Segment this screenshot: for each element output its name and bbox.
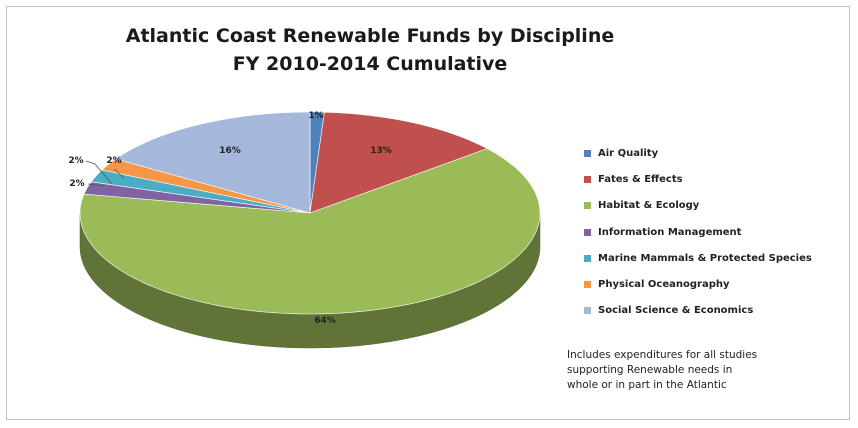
- slice-label-2: 64%: [314, 316, 336, 326]
- slice-label-3: 2%: [69, 179, 84, 189]
- slice-label-4: 2%: [68, 156, 83, 166]
- slice-label-6: 16%: [219, 146, 241, 156]
- legend-swatch: [584, 149, 591, 157]
- legend-item: Air Quality: [584, 140, 844, 166]
- slice-label-1: 13%: [370, 146, 392, 156]
- leader-line-4: [85, 160, 113, 185]
- pie-slice-6: [115, 111, 311, 214]
- legend-label: Air Quality: [598, 147, 659, 159]
- legend-swatch: [584, 175, 591, 183]
- legend-swatch: [584, 281, 591, 289]
- legend-item: Fates & Effects: [584, 166, 844, 192]
- chart-title-line2: FY 2010-2014 Cumulative: [232, 53, 508, 75]
- footnote-line3: whole or in part in the Atlantic: [567, 379, 727, 391]
- legend-swatch: [584, 307, 591, 315]
- legend-label: Physical Oceanography: [598, 279, 730, 291]
- leader-line-5: [113, 168, 125, 179]
- footnote: Includes expenditures for all studies su…: [567, 348, 807, 393]
- legend-swatch: [584, 254, 591, 262]
- footnote-line2: supporting Renewable needs in: [567, 364, 733, 376]
- pie-slice-5: [101, 158, 311, 214]
- leader-line-3: [87, 183, 105, 187]
- legend-item: Social Science & Economics: [584, 298, 844, 324]
- legend-item: Habitat & Ecology: [584, 193, 844, 219]
- legend-label: Marine Mammals & Protected Species: [598, 252, 812, 264]
- chart-legend: Air Quality Fates & Effects Habitat & Ecol…: [584, 140, 844, 324]
- chart-title-line1: Atlantic Coast Renewable Funds by Discip…: [125, 25, 615, 47]
- legend-label: Information Management: [598, 226, 742, 238]
- pie-slice-1: [309, 111, 488, 214]
- slice-label-0: 1%: [308, 111, 323, 121]
- legend-label: Habitat & Ecology: [598, 200, 700, 212]
- legend-item: Marine Mammals & Protected Species: [584, 245, 844, 271]
- slice-label-5: 2%: [106, 156, 121, 166]
- footnote-line1: Includes expenditures for all studies: [567, 349, 758, 361]
- legend-item: Information Management: [584, 219, 844, 245]
- pie-slice-4: [90, 169, 311, 214]
- legend-swatch: [584, 228, 591, 236]
- legend-item: Physical Oceanography: [584, 271, 844, 297]
- pie-slice-2: [79, 148, 541, 315]
- legend-label: Fates & Effects: [598, 173, 683, 185]
- chart-title: Atlantic Coast Renewable Funds by Discip…: [120, 22, 620, 78]
- legend-swatch: [584, 202, 591, 210]
- legend-label: Social Science & Economics: [598, 305, 754, 317]
